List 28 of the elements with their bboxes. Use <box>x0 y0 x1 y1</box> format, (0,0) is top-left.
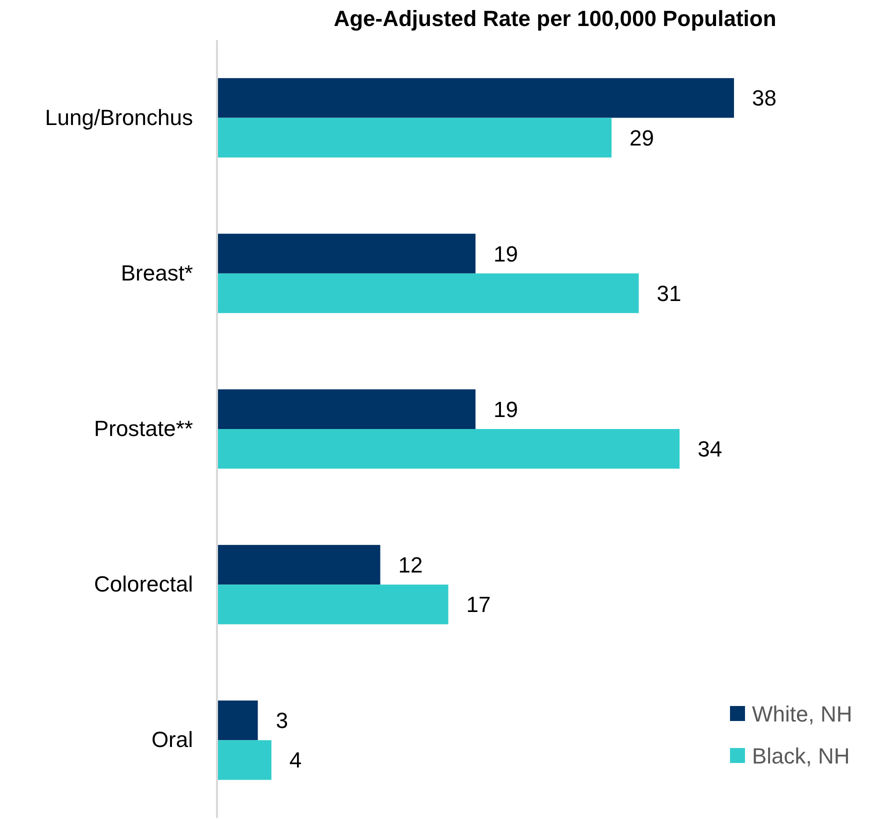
y-tick-label: Breast* <box>120 260 194 286</box>
bar <box>217 429 680 469</box>
data-label: 19 <box>494 241 518 266</box>
chart-title: Age-Adjusted Rate per 100,000 Population <box>334 6 776 31</box>
y-tick-label: Colorectal <box>94 572 193 597</box>
data-label: 19 <box>494 396 518 422</box>
data-label: 4 <box>289 748 302 773</box>
y-tick-label: Oral <box>151 727 193 752</box>
legend-label: Black, NH <box>752 744 850 769</box>
bar <box>217 700 258 740</box>
bar <box>217 584 448 624</box>
data-label: 29 <box>630 125 654 150</box>
bar <box>217 273 639 314</box>
bar <box>217 78 734 118</box>
bar <box>217 234 476 274</box>
bar <box>217 118 612 158</box>
y-tick-label: Lung/Bronchus <box>45 104 193 130</box>
data-label: 12 <box>398 552 423 578</box>
y-tick-label: Prostate** <box>94 416 194 442</box>
data-label: 31 <box>656 280 682 306</box>
data-label: 38 <box>752 86 776 111</box>
bar <box>217 740 272 780</box>
legend-label: White, NH <box>752 702 852 727</box>
bar <box>217 389 476 429</box>
bar <box>217 544 380 585</box>
data-label: 3 <box>276 708 288 734</box>
data-label: 17 <box>466 592 491 618</box>
data-label: 34 <box>698 436 722 462</box>
